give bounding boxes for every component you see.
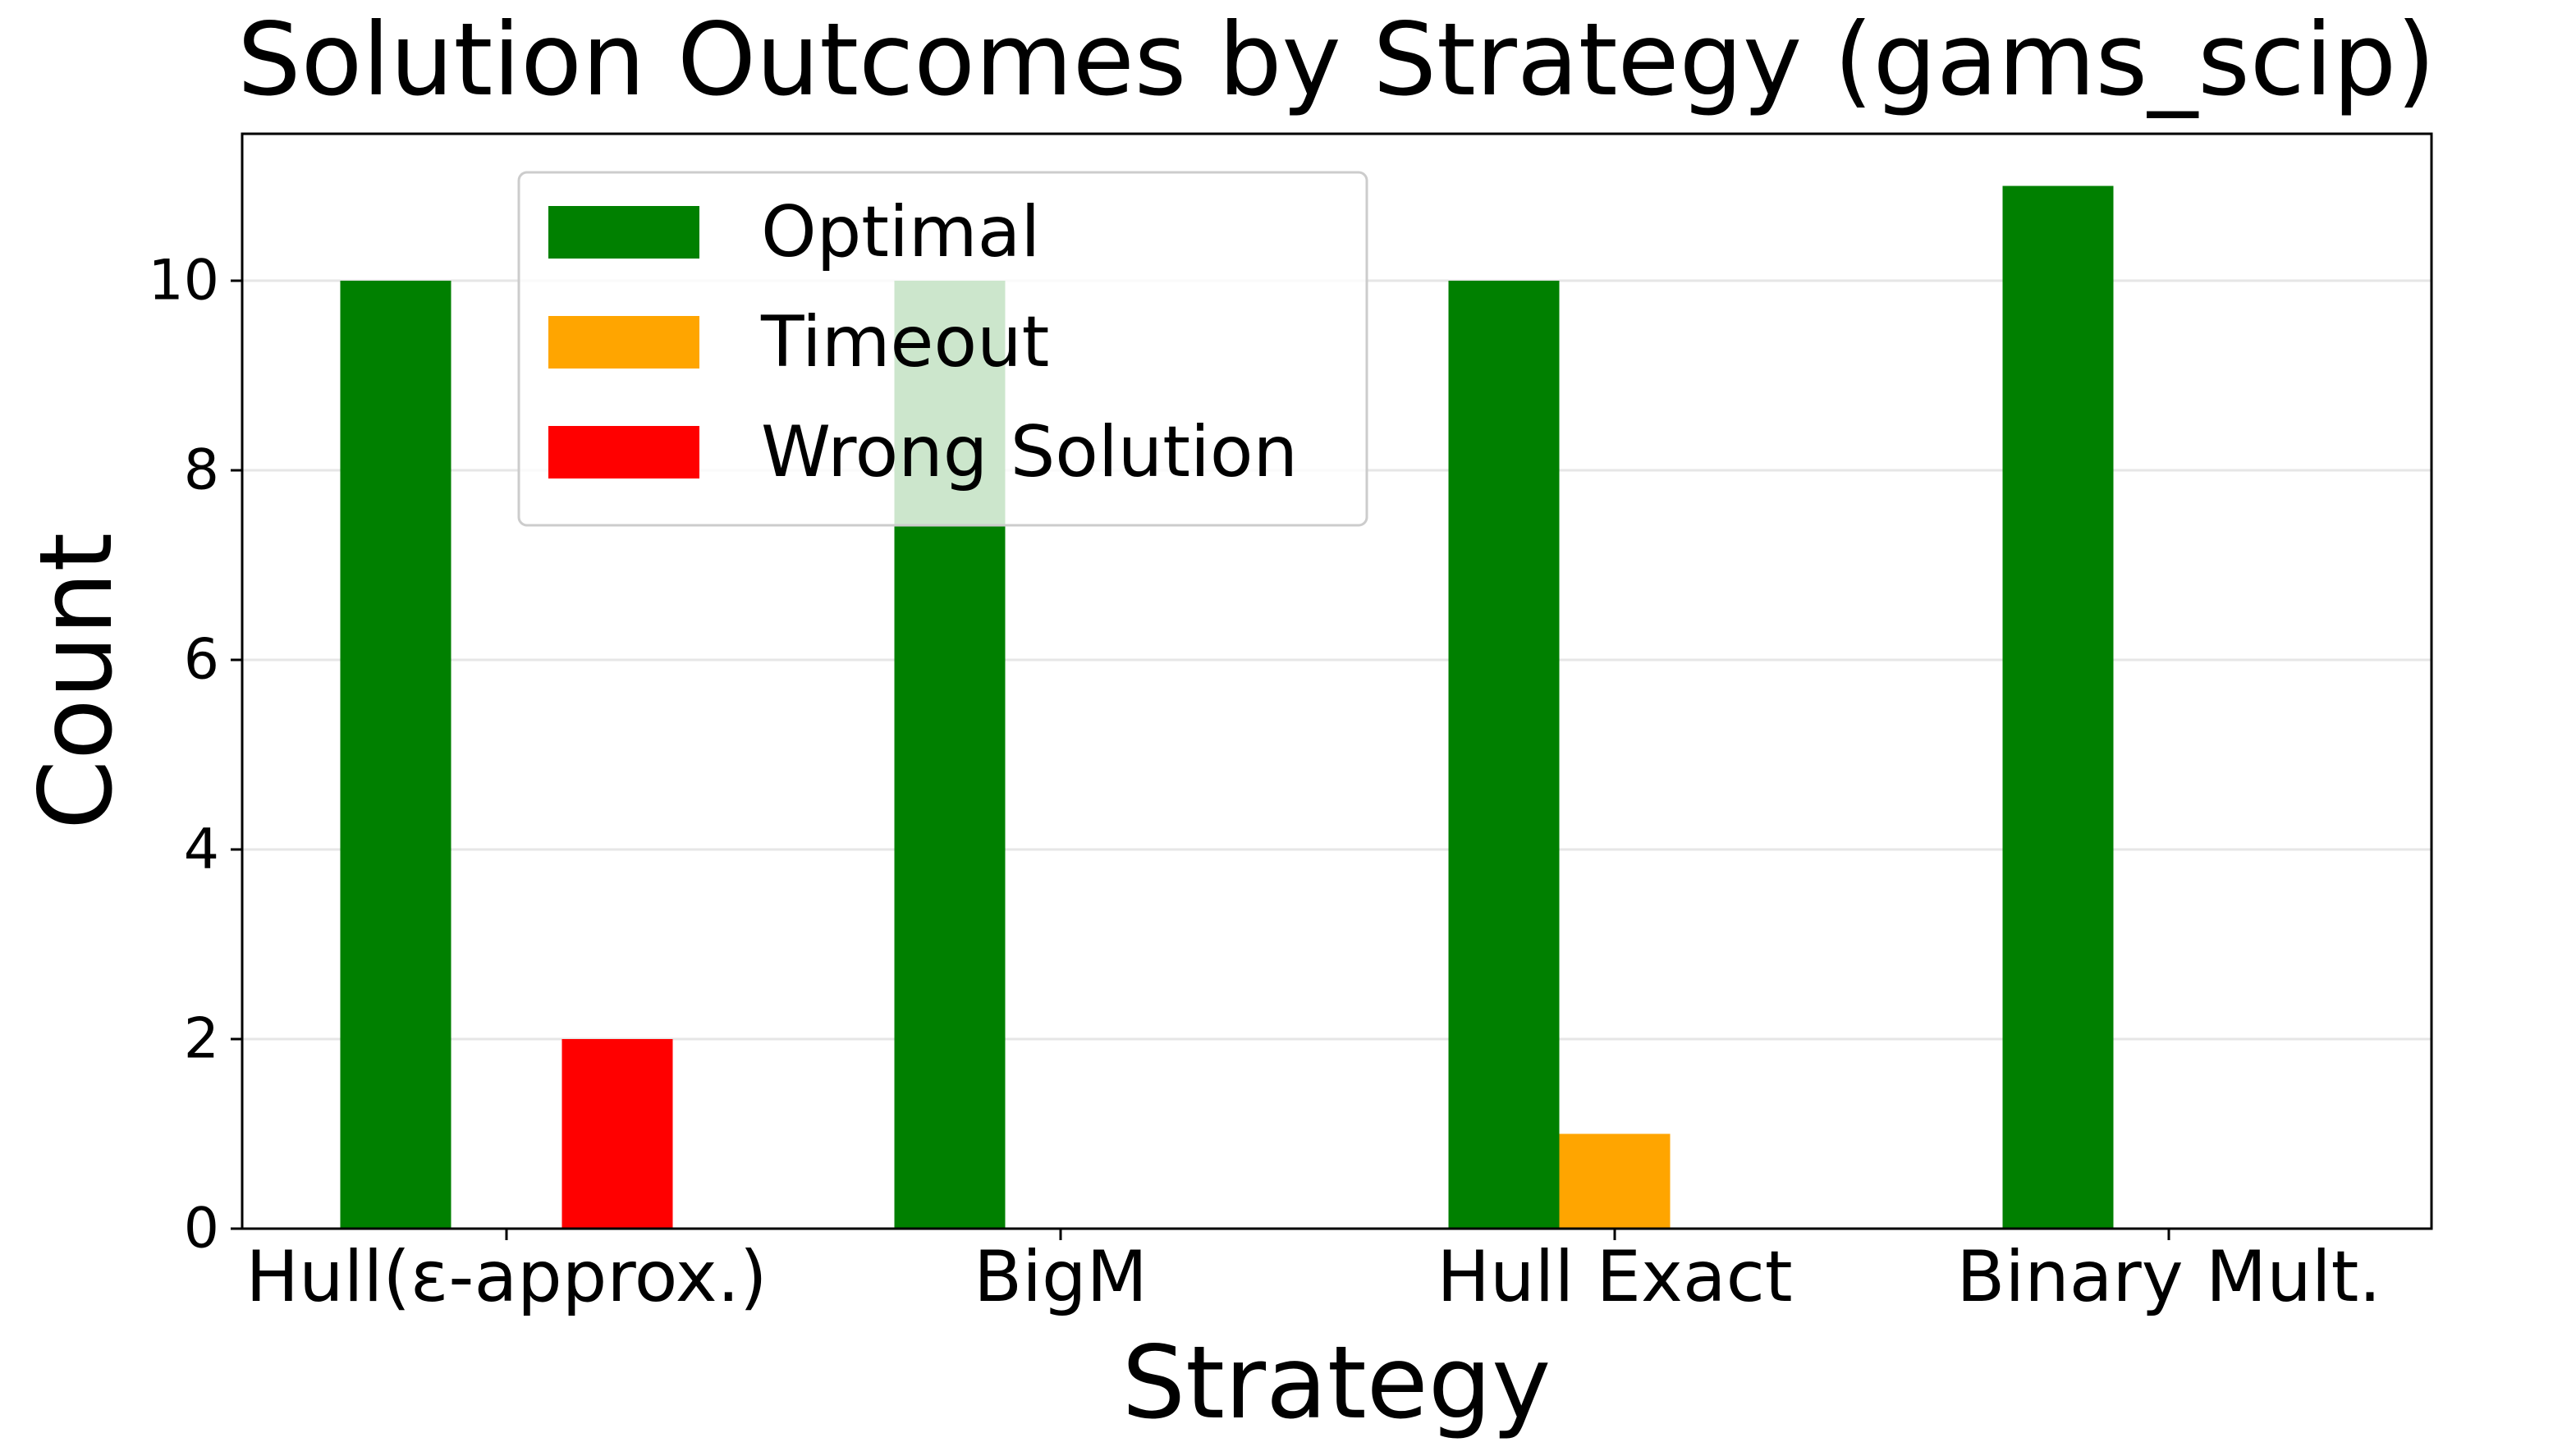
x-tick-label-bigm: BigM [974, 1236, 1148, 1318]
x-tick-label-hull-exact: Hull Exact [1437, 1236, 1792, 1318]
y-tick-label: 2 [184, 1007, 219, 1072]
x-tick-label-hull-approx: Hull(ε-approx.) [245, 1236, 767, 1318]
bar-optimal-hull-exact [1448, 281, 1560, 1229]
y-tick-label: 10 [148, 249, 219, 314]
legend-label-timeout: Timeout [760, 301, 1049, 383]
x-tick-label-binary-mult: Binary Mult. [1956, 1236, 2381, 1318]
chart-title: Solution Outcomes by Strategy (gams_scip… [237, 2, 2436, 118]
bar-timeout-hull-exact [1559, 1133, 1671, 1229]
y-tick-label: 6 [184, 628, 219, 693]
y-tick-label: 4 [184, 817, 219, 882]
x-axis: Hull(ε-approx.) BigM Hull Exact Binary Mult… [245, 1229, 2381, 1318]
legend-swatch-timeout [548, 316, 699, 369]
plot-frame [241, 132, 2433, 1230]
legend-swatch-optimal [548, 206, 699, 259]
bars [340, 185, 2114, 1229]
legend-label-wrong-solution: Wrong Solution [761, 411, 1298, 493]
y-tick-label: 8 [184, 438, 219, 503]
y-tick-label: 0 [184, 1197, 219, 1261]
legend-frame [517, 171, 1368, 527]
bar-optimal-hull-approx [340, 281, 451, 1229]
bar-wrong-solution-hull-approx [561, 1039, 673, 1229]
legend-swatch-wrong-solution [548, 426, 699, 478]
x-axis-label: Strategy [1122, 1325, 1552, 1441]
y-axis: 0 2 4 6 8 10 [148, 249, 242, 1261]
bar-optimal-binary-mult [2002, 185, 2114, 1229]
y-axis-label: Count [18, 533, 135, 830]
legend: Optimal Timeout Wrong Solution [517, 171, 1368, 527]
legend-label-optimal: Optimal [761, 191, 1040, 273]
